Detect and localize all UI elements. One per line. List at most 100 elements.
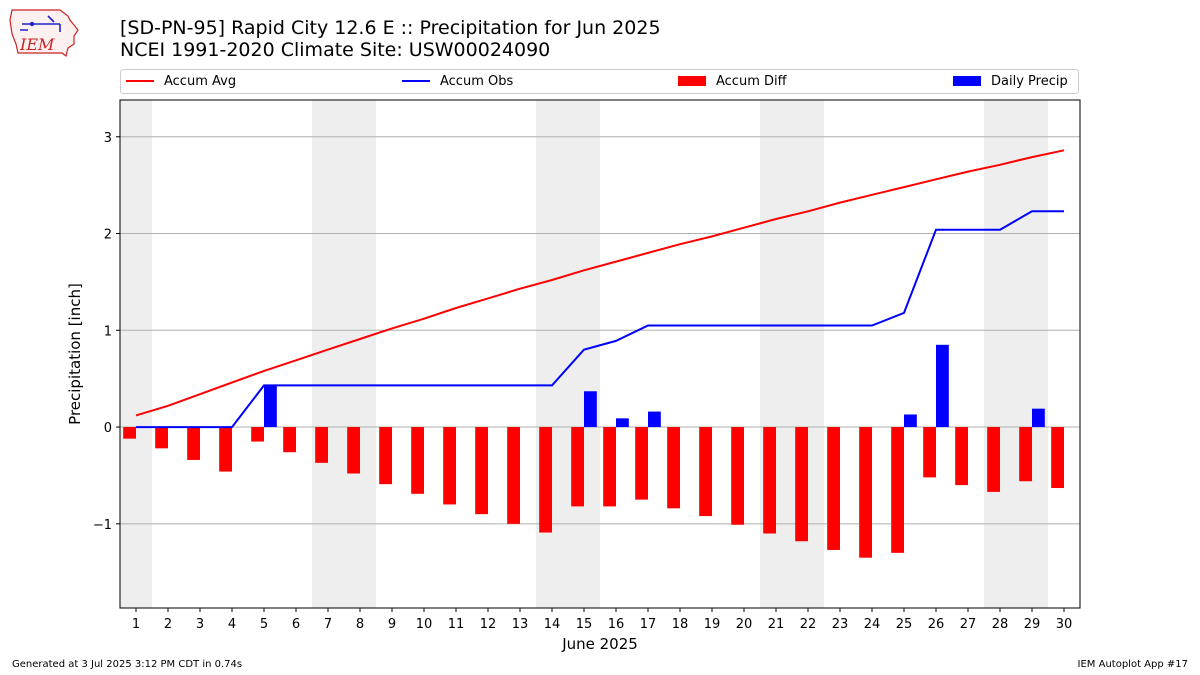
legend-label-accum-diff: Accum Diff [716,74,787,89]
legend-label-accum-obs: Accum Obs [440,74,514,89]
weekend-shading [568,100,600,608]
chart-title-line2: NCEI 1991-2020 Climate Site: USW00024090 [120,39,551,61]
chart-legend: Accum Avg Accum Obs Accum Diff Daily Pre… [120,69,1079,94]
daily-precip-bar [1032,408,1045,428]
accum-diff-bar [859,427,872,558]
accum-diff-bar [1051,427,1064,489]
x-tick-label: 17 [640,617,657,632]
weather-symbols-icon [20,15,61,32]
daily-precip-bar [936,344,949,428]
legend-label-daily-precip: Daily Precip [991,74,1068,89]
x-tick-label: 8 [356,617,364,632]
x-tick-label: 9 [388,617,396,632]
accum-diff-bar [1019,427,1032,482]
accum-diff-bar [123,427,136,439]
accum-diff-bar [955,427,968,486]
accum-diff-bar [667,427,680,509]
accum-diff-bar [155,427,168,449]
app-id-label: IEM Autoplot App #17 [1077,659,1188,670]
accum-diff-bar [283,427,296,453]
weekend-shading [344,100,376,608]
x-tick-label: 6 [292,617,300,632]
station-dot-icon [29,21,35,27]
weekend-shading [1016,100,1048,608]
plot-frame [119,99,1081,609]
x-tick-label: 18 [672,617,689,632]
accum-diff-bar [251,427,264,442]
y-tick-label: 2 [104,228,112,243]
accum-diff-bar [411,427,424,494]
accum-diff-bar [475,427,488,515]
accum-diff-bar [827,427,840,550]
accum-diff-bar [571,427,584,507]
y-axis-label: Precipitation [inch] [66,283,84,425]
accum-diff-bar [539,427,552,533]
x-tick-label: 12 [480,617,497,632]
x-tick-label: 20 [736,617,753,632]
accum-diff-bar [891,427,904,553]
daily-precip-bar [648,411,661,428]
weekend-shading [984,100,1016,608]
accum-diff-bar [635,427,648,500]
chart-title-line1: [SD-PN-95] Rapid City 12.6 E :: Precipit… [120,17,661,39]
x-tick-label: 15 [576,617,593,632]
iem-logo-text: IEM [19,35,55,54]
x-tick-label: 2 [164,617,172,632]
accum-diff-bar [987,427,1000,492]
y-tick-label: 1 [104,324,112,339]
daily-precip-bar [264,385,277,428]
accum-diff-bar [923,427,936,478]
x-tick-label: 27 [960,617,977,632]
x-tick-label: 14 [544,617,561,632]
x-tick-label: 21 [768,617,785,632]
accum-diff-bar [507,427,520,524]
x-tick-label: 22 [800,617,817,632]
accum-diff-bar [699,427,712,517]
y-tick-label: 0 [104,421,112,436]
x-tick-label: 25 [896,617,913,632]
accum-diff-bar [731,427,744,525]
legend-item-daily-precip: Daily Precip [953,73,1068,91]
accum-diff-bar [187,427,200,460]
x-tick-label: 5 [260,617,268,632]
x-tick-label: 3 [196,617,204,632]
legend-item-accum-avg: Accum Avg [126,73,236,91]
x-tick-label: 19 [704,617,721,632]
accum-diff-bar [795,427,808,542]
legend-swatch-accum-diff [678,75,706,86]
accum-obs-line [136,210,1064,429]
daily-precip-bar [616,418,629,428]
accum-diff-bar [347,427,360,474]
x-tick-label: 16 [608,617,625,632]
x-tick-label: 7 [324,617,332,632]
x-tick-label: 28 [992,617,1009,632]
x-tick-label: 29 [1024,617,1041,632]
accum-diff-bar [219,427,232,472]
x-tick-label: 11 [448,617,465,632]
accum-diff-bar [315,427,328,463]
y-tick-label: 3 [104,131,112,146]
daily-precip-bar [584,391,597,428]
legend-swatch-accum-avg [126,79,154,82]
x-tick-label: 30 [1056,617,1073,632]
iem-logo: IEM [9,9,79,58]
x-tick-label: 23 [832,617,849,632]
x-tick-label: 24 [864,617,881,632]
accum-diff-bar [603,427,616,507]
iowa-state-outline-icon [9,9,79,58]
legend-item-accum-obs: Accum Obs [402,73,513,91]
legend-item-accum-diff: Accum Diff [678,73,787,91]
x-tick-label: 13 [512,617,529,632]
legend-swatch-daily-precip [953,75,981,86]
accum-diff-bar [763,427,776,534]
accum-avg-line [135,149,1065,417]
x-tick-label: 4 [228,617,236,632]
x-axis-label: June 2025 [561,635,638,653]
daily-precip-bar [904,414,917,428]
legend-label-accum-avg: Accum Avg [164,74,237,89]
weekend-shading [120,100,152,608]
x-tick-label: 10 [416,617,433,632]
accum-diff-bar [379,427,392,485]
y-tick-label: −1 [93,518,112,533]
